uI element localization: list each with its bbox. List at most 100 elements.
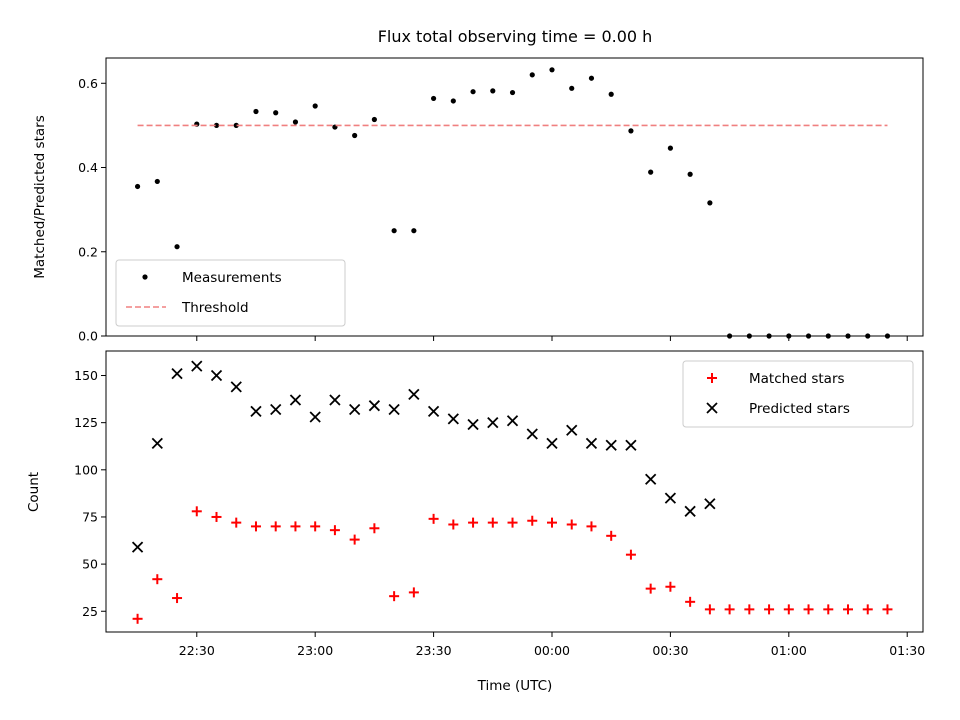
measurement-point xyxy=(549,67,555,73)
legend-label: Measurements xyxy=(182,270,282,286)
matched-star-point xyxy=(428,513,439,524)
y-tick-label: 150 xyxy=(74,368,98,383)
measurement-point xyxy=(509,89,516,96)
measurement-point xyxy=(134,183,141,190)
predicted-star-point xyxy=(447,413,459,425)
matched-star-point xyxy=(487,517,498,528)
matched-star-point xyxy=(132,613,143,624)
top-legend: Measurements Threshold xyxy=(115,259,346,327)
measurement-point xyxy=(371,116,377,123)
matched-star-point xyxy=(310,521,321,532)
predicted-star-point xyxy=(349,403,361,416)
predicted-star-point xyxy=(487,417,499,429)
x-axis-label: Time (UTC) xyxy=(477,678,553,694)
legend-swatch-measurements xyxy=(142,274,148,280)
predicted-star-point xyxy=(506,415,519,427)
predicted-star-point xyxy=(585,437,598,450)
predicted-star-point xyxy=(684,505,696,517)
measurement-point xyxy=(312,103,318,109)
measurement-point xyxy=(273,110,279,116)
matched-star-point xyxy=(152,574,163,585)
matched-star-point xyxy=(448,519,459,530)
measurement-point xyxy=(450,98,456,104)
predicted-star-point xyxy=(171,367,183,380)
predicted-star-point xyxy=(704,498,716,510)
measurement-point xyxy=(233,122,239,128)
predicted-star-point xyxy=(605,439,617,451)
matched-star-point xyxy=(290,521,301,532)
predicted-star-point xyxy=(368,400,381,412)
x-tick-label: 00:30 xyxy=(652,643,688,658)
measurement-point xyxy=(292,119,299,125)
measurement-point xyxy=(707,200,713,206)
bottom-plot-marks xyxy=(131,360,893,624)
x-tick-label: 01:30 xyxy=(889,643,925,658)
predicted-star-point xyxy=(309,411,321,423)
measurement-point xyxy=(154,178,160,185)
predicted-star-point xyxy=(210,369,223,382)
matched-star-point xyxy=(329,525,340,536)
matched-star-point xyxy=(882,604,893,615)
predicted-star-point xyxy=(526,428,538,440)
measurement-point xyxy=(687,171,693,177)
legend-swatch-predicted xyxy=(706,402,718,414)
top-y-axis-label: Matched/Predicted stars xyxy=(32,115,48,278)
measurement-point xyxy=(569,85,575,91)
bottom-panel: Count Time (UTC) 25 50 75 100 125 150 22:30 23… xyxy=(26,350,925,694)
legend-label: Matched stars xyxy=(749,371,845,387)
predicted-star-point xyxy=(131,541,144,553)
top-y-ticks: 0.0 0.2 0.4 0.6 xyxy=(78,76,106,344)
matched-star-point xyxy=(369,523,380,534)
matched-star-point xyxy=(704,604,715,615)
predicted-star-point xyxy=(645,473,657,485)
predicted-star-point xyxy=(566,424,578,436)
predicted-star-point xyxy=(467,418,479,431)
measurement-point xyxy=(430,95,437,102)
measurement-point xyxy=(628,128,634,134)
matched-star-point xyxy=(527,515,538,526)
measurement-point xyxy=(391,228,397,234)
matched-star-point xyxy=(744,604,755,615)
matched-star-point xyxy=(211,511,222,522)
measurement-point xyxy=(174,244,180,250)
matched-star-point xyxy=(408,587,419,598)
matched-star-point xyxy=(803,604,814,615)
x-tick-label: 23:00 xyxy=(297,643,333,658)
matched-star-point xyxy=(172,593,183,604)
measurement-point xyxy=(490,88,496,94)
measurement-point xyxy=(470,89,476,95)
measurement-point xyxy=(648,169,654,175)
measurement-point xyxy=(352,132,358,139)
matched-star-point xyxy=(546,517,557,528)
matched-star-point xyxy=(862,604,873,615)
matched-star-point xyxy=(606,530,617,541)
matched-star-point xyxy=(468,517,479,528)
measurement-point xyxy=(529,72,535,78)
y-tick-label: 0.0 xyxy=(78,329,98,344)
predicted-star-point xyxy=(289,394,302,406)
legend-label: Predicted stars xyxy=(749,401,850,417)
predicted-star-point xyxy=(270,403,282,416)
top-panel: Flux total observing time = 0.00 h Match… xyxy=(32,27,924,344)
matched-star-point xyxy=(507,517,518,528)
measurement-point xyxy=(588,75,595,81)
bottom-plot-frame xyxy=(105,350,924,633)
legend-label: Threshold xyxy=(181,300,249,316)
x-tick-label: 22:30 xyxy=(179,643,215,658)
matched-star-point xyxy=(665,581,676,592)
measurement-point xyxy=(411,228,417,234)
predicted-star-point xyxy=(250,405,262,417)
matched-star-point xyxy=(724,604,735,615)
matched-star-point xyxy=(270,521,281,532)
matched-star-point xyxy=(783,604,794,615)
y-tick-label: 125 xyxy=(74,415,98,430)
x-tick-label: 23:30 xyxy=(416,643,452,658)
measurement-point xyxy=(608,91,614,97)
predicted-star-point xyxy=(408,388,420,401)
predicted-star-point xyxy=(329,394,341,406)
matched-star-point xyxy=(764,604,775,615)
bottom-legend: Matched stars Predicted stars xyxy=(682,360,914,428)
legend-swatch-matched xyxy=(707,373,717,383)
measurement-point xyxy=(213,122,220,128)
